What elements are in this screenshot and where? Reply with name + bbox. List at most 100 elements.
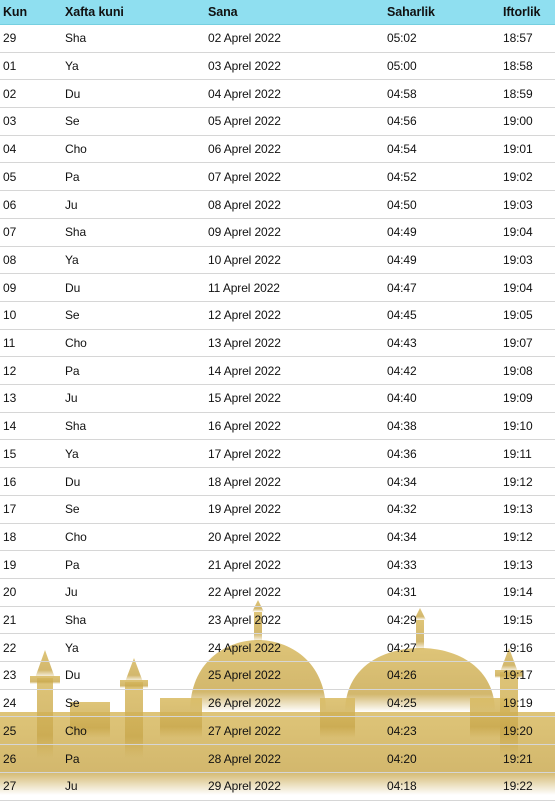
day-number: 21 <box>3 613 17 628</box>
iftorlik-time: 19:01 <box>503 142 533 157</box>
iftorlik-time: 19:19 <box>503 696 533 711</box>
day-number: 25 <box>3 723 17 738</box>
saharlik-time: 04:40 <box>387 391 417 406</box>
table-row: 19 Pa 21 Aprel 2022 04:33 19:13 <box>0 551 555 579</box>
date: 24 Aprel 2022 <box>208 640 281 655</box>
table-row: 05 Pa 07 Aprel 2022 04:52 19:02 <box>0 164 555 192</box>
date: 03 Aprel 2022 <box>208 59 281 74</box>
table-row: 09 Du 11 Aprel 2022 04:47 19:04 <box>0 274 555 302</box>
date: 13 Aprel 2022 <box>208 336 281 351</box>
day-number: 14 <box>3 419 17 434</box>
saharlik-time: 04:36 <box>387 446 417 461</box>
saharlik-time: 04:27 <box>387 640 417 655</box>
table-row: 03 Se 05 Aprel 2022 04:56 19:00 <box>0 108 555 136</box>
saharlik-time: 04:31 <box>387 585 417 600</box>
date: 25 Aprel 2022 <box>208 668 281 683</box>
day-number: 27 <box>3 779 17 794</box>
date: 22 Aprel 2022 <box>208 585 281 600</box>
weekday: Cho <box>65 529 87 544</box>
date: 19 Aprel 2022 <box>208 502 281 517</box>
table-row: 14 Sha 16 Aprel 2022 04:38 19:10 <box>0 413 555 441</box>
weekday: Sha <box>65 31 87 46</box>
header-xafta-kuni: Xafta kuni <box>65 5 124 19</box>
day-number: 04 <box>3 142 17 157</box>
date: 12 Aprel 2022 <box>208 308 281 323</box>
weekday: Ya <box>65 252 79 267</box>
day-number: 10 <box>3 308 17 323</box>
iftorlik-time: 19:04 <box>503 225 533 240</box>
weekday: Ya <box>65 446 79 461</box>
iftorlik-time: 18:57 <box>503 31 533 46</box>
header-sana: Sana <box>208 5 238 19</box>
day-number: 11 <box>3 336 16 351</box>
day-number: 18 <box>3 529 17 544</box>
table-row: 17 Se 19 Aprel 2022 04:32 19:13 <box>0 496 555 524</box>
iftorlik-time: 19:12 <box>503 529 533 544</box>
table-row: 26 Pa 28 Aprel 2022 04:20 19:21 <box>0 745 555 773</box>
weekday: Se <box>65 696 80 711</box>
saharlik-time: 04:42 <box>387 363 417 378</box>
weekday: Du <box>65 668 81 683</box>
saharlik-time: 04:47 <box>387 280 417 295</box>
iftorlik-time: 19:08 <box>503 363 533 378</box>
iftorlik-time: 19:21 <box>503 751 533 766</box>
iftorlik-time: 19:03 <box>503 197 533 212</box>
iftorlik-time: 19:10 <box>503 419 533 434</box>
table-row: 24 Se 26 Aprel 2022 04:25 19:19 <box>0 690 555 718</box>
weekday: Du <box>65 86 81 101</box>
saharlik-time: 04:23 <box>387 723 417 738</box>
day-number: 05 <box>3 169 17 184</box>
date: 18 Aprel 2022 <box>208 474 281 489</box>
saharlik-time: 04:49 <box>387 225 417 240</box>
date: 16 Aprel 2022 <box>208 419 281 434</box>
weekday: Se <box>65 502 80 517</box>
table-row: 27 Ju 29 Aprel 2022 04:18 19:22 <box>0 773 555 801</box>
iftorlik-time: 19:11 <box>503 446 532 461</box>
date: 20 Aprel 2022 <box>208 529 281 544</box>
header-iftorlik: Iftorlik <box>503 5 541 19</box>
day-number: 16 <box>3 474 17 489</box>
iftorlik-time: 19:05 <box>503 308 533 323</box>
day-number: 24 <box>3 696 17 711</box>
saharlik-time: 04:33 <box>387 557 417 572</box>
iftorlik-time: 19:07 <box>503 336 533 351</box>
weekday: Pa <box>65 169 80 184</box>
day-number: 07 <box>3 225 17 240</box>
date: 17 Aprel 2022 <box>208 446 281 461</box>
iftorlik-time: 19:20 <box>503 723 533 738</box>
iftorlik-time: 19:13 <box>503 502 533 517</box>
table-row: 16 Du 18 Aprel 2022 04:34 19:12 <box>0 468 555 496</box>
table-row: 08 Ya 10 Aprel 2022 04:49 19:03 <box>0 247 555 275</box>
date: 06 Aprel 2022 <box>208 142 281 157</box>
table-row: 04 Cho 06 Aprel 2022 04:54 19:01 <box>0 136 555 164</box>
table-row: 21 Sha 23 Aprel 2022 04:29 19:15 <box>0 607 555 635</box>
day-number: 06 <box>3 197 17 212</box>
weekday: Sha <box>65 225 87 240</box>
weekday: Cho <box>65 723 87 738</box>
weekday: Pa <box>65 751 80 766</box>
weekday: Pa <box>65 557 80 572</box>
table-row: 10 Se 12 Aprel 2022 04:45 19:05 <box>0 302 555 330</box>
iftorlik-time: 18:59 <box>503 86 533 101</box>
iftorlik-time: 19:00 <box>503 114 533 129</box>
day-number: 09 <box>3 280 17 295</box>
saharlik-time: 04:32 <box>387 502 417 517</box>
weekday: Se <box>65 114 80 129</box>
date: 14 Aprel 2022 <box>208 363 281 378</box>
iftorlik-time: 19:16 <box>503 640 533 655</box>
table-row: 23 Du 25 Aprel 2022 04:26 19:17 <box>0 662 555 690</box>
header-kun: Kun <box>3 5 27 19</box>
saharlik-time: 04:58 <box>387 86 417 101</box>
day-number: 20 <box>3 585 17 600</box>
table-row: 22 Ya 24 Aprel 2022 04:27 19:16 <box>0 634 555 663</box>
weekday: Ju <box>65 391 78 406</box>
saharlik-time: 04:29 <box>387 613 417 628</box>
saharlik-time: 04:26 <box>387 668 417 683</box>
table-row: 29 Sha 02 Aprel 2022 05:02 18:57 <box>0 25 555 53</box>
day-number: 01 <box>3 59 17 74</box>
saharlik-time: 04:20 <box>387 751 417 766</box>
date: 28 Aprel 2022 <box>208 751 281 766</box>
table-row: 02 Du 04 Aprel 2022 04:58 18:59 <box>0 80 555 109</box>
saharlik-time: 04:38 <box>387 419 417 434</box>
